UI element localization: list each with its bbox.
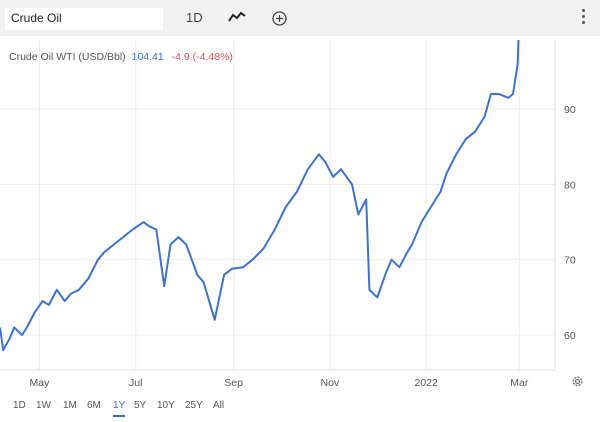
price-label: 104.41	[131, 51, 164, 63]
price-line-series	[0, 40, 520, 352]
change-label: -4.9 (-4.48%)	[171, 51, 233, 63]
gear-icon[interactable]	[571, 375, 584, 388]
kebab-menu-icon[interactable]	[578, 9, 588, 27]
symbol-label: Crude Oil WTI (USD/Bbl)	[9, 51, 126, 63]
x-tick-label: Sep	[224, 377, 243, 389]
timeframe-button[interactable]: 1D	[186, 10, 203, 25]
x-tick-label: Nov	[321, 377, 340, 389]
x-tick-label: Jul	[129, 377, 142, 389]
range-button-1y[interactable]: 1Y	[113, 400, 126, 417]
range-button-1m[interactable]: 1M	[63, 400, 77, 411]
range-button-10y[interactable]: 10Y	[157, 400, 175, 411]
y-tick-label: 100	[564, 40, 582, 41]
chart-header: Crude Oil WTI (USD/Bbl) 104.41 -4.9 (-4.…	[9, 51, 233, 63]
search-input[interactable]: Crude Oil	[5, 8, 163, 30]
y-tick-label: 80	[564, 179, 576, 191]
x-tick-label: May	[30, 377, 51, 389]
price-chart[interactable]: 60708090100110120130MayJulSepNov2022Mar1…	[0, 40, 600, 390]
range-button-5y[interactable]: 5Y	[134, 400, 147, 411]
range-button-1w[interactable]: 1W	[36, 400, 51, 411]
line-chart-icon[interactable]	[228, 11, 246, 23]
range-button-25y[interactable]: 25Y	[185, 400, 203, 411]
plus-circle-icon[interactable]	[272, 11, 287, 26]
range-button-1d[interactable]: 1D	[13, 400, 26, 411]
range-button-6m[interactable]: 6M	[87, 400, 101, 411]
y-tick-label: 90	[564, 104, 576, 116]
range-selector: 1D 1W 1M 6M 1Y 5Y 10Y 25Y All	[0, 396, 600, 420]
toolbar: Crude Oil 1D	[0, 0, 600, 36]
y-tick-label: 70	[564, 255, 576, 267]
range-button-all[interactable]: All	[213, 400, 225, 411]
y-tick-label: 60	[564, 330, 576, 342]
x-tick-label: Mar	[510, 377, 529, 389]
x-tick-label: 2022	[415, 377, 439, 389]
